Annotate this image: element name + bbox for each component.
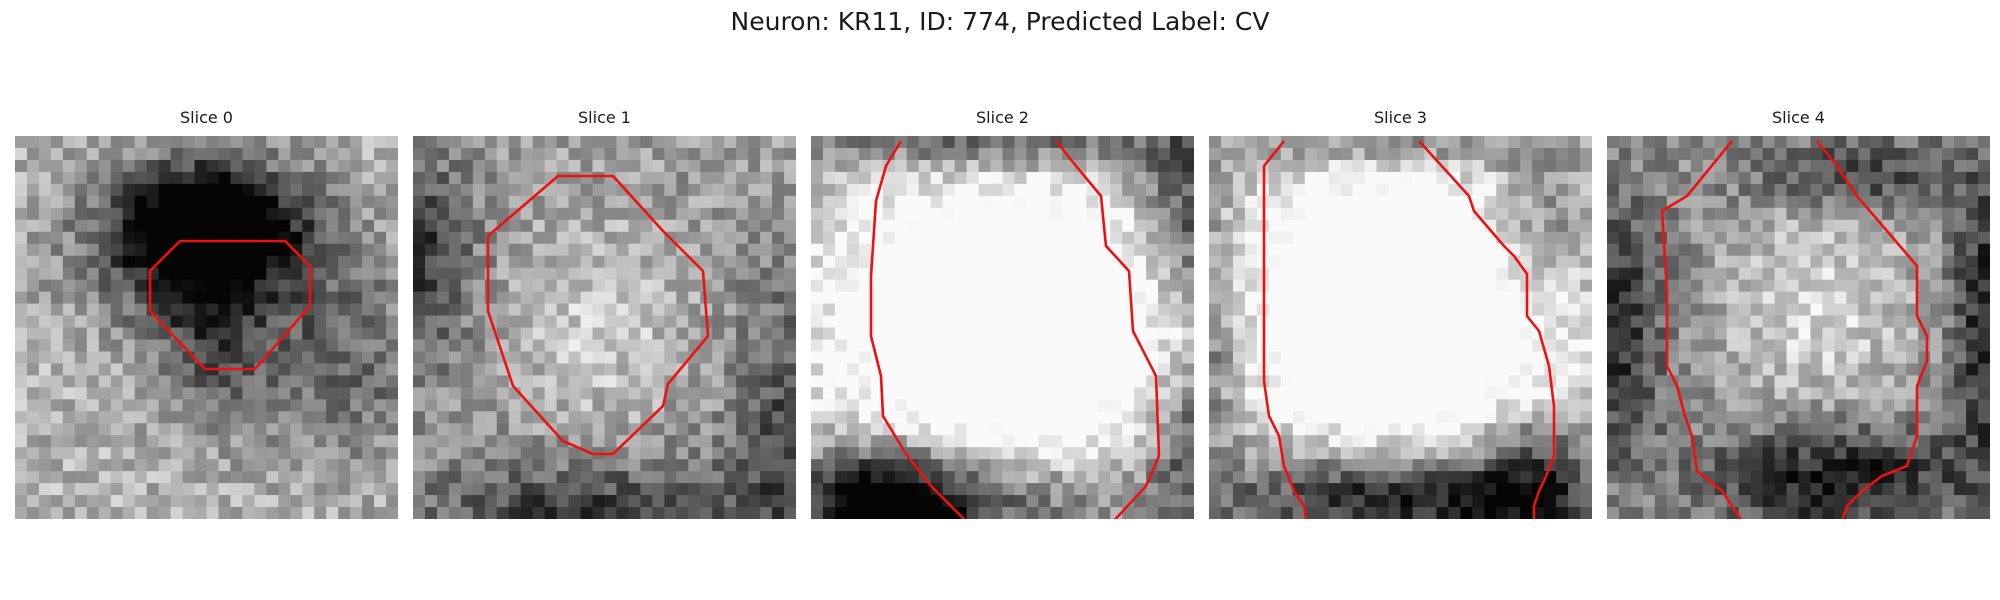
roi-contour	[1660, 140, 1743, 519]
roi-contour	[869, 140, 966, 519]
roi-contour	[1815, 140, 1929, 519]
slice-title: Slice 2	[976, 108, 1029, 127]
microscopy-image	[413, 136, 796, 519]
microscopy-image	[15, 136, 398, 519]
slice-title: Slice 3	[1374, 108, 1427, 127]
roi-contour	[1054, 140, 1161, 519]
roi-contour	[1418, 140, 1556, 519]
slice-title: Slice 0	[180, 108, 233, 127]
roi-contour	[486, 174, 710, 456]
microscopy-image	[1209, 136, 1592, 519]
roi-contour	[1262, 140, 1308, 519]
slice-title: Slice 1	[578, 108, 631, 127]
slice-title: Slice 4	[1772, 108, 1825, 127]
roi-contour	[148, 239, 312, 371]
microscopy-image	[811, 136, 1194, 519]
figure-title: Neuron: KR11, ID: 774, Predicted Label: …	[730, 7, 1270, 36]
microscopy-image	[1607, 136, 1990, 519]
